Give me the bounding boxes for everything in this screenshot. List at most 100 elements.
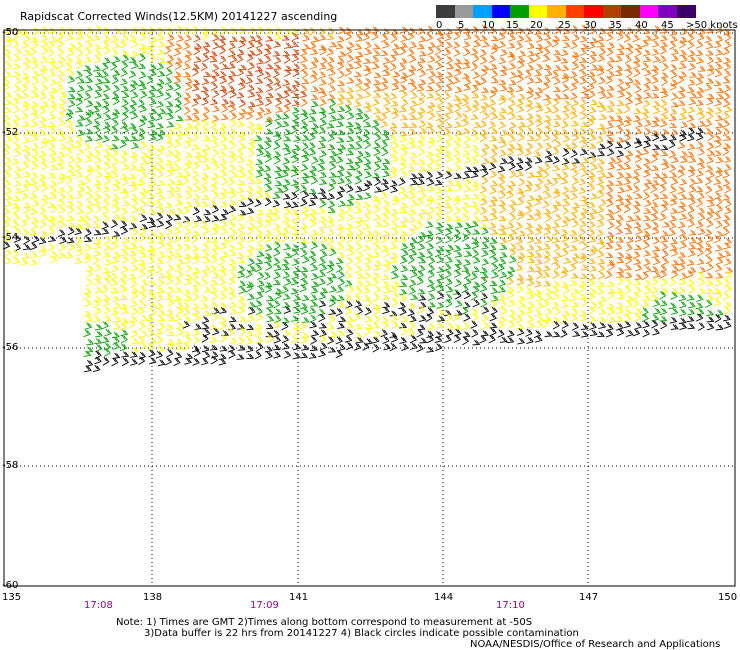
wind-barb (481, 330, 489, 337)
wind-barb (526, 292, 535, 300)
wind-barb (696, 86, 705, 93)
wind-barb (561, 157, 570, 166)
wind-barb (418, 35, 427, 43)
wind-barb (165, 254, 173, 264)
wind-barb (30, 36, 39, 43)
wind-barb (146, 288, 155, 295)
wind-barb (272, 222, 281, 231)
wind-barb (275, 186, 284, 193)
wind-barb (443, 149, 452, 157)
wind-barb (697, 147, 705, 156)
wind-barb (410, 179, 419, 186)
wind-barb (543, 93, 551, 101)
wind-barb (238, 201, 247, 208)
wind-barb (686, 213, 695, 222)
wind-barb (579, 252, 588, 260)
wind-barb (12, 135, 20, 144)
wind-barb (283, 329, 292, 337)
wind-barb (67, 221, 76, 228)
wind-barb (318, 257, 326, 266)
wind-barb (581, 297, 588, 307)
wind-barb (614, 70, 623, 77)
wind-barb (425, 234, 433, 244)
wind-barb (382, 336, 390, 344)
wind-barb (544, 213, 552, 223)
wind-barb (553, 64, 562, 72)
wind-barb (156, 345, 165, 352)
wind-barb (346, 199, 354, 206)
wind-barb (265, 262, 273, 271)
wind-barb (641, 112, 650, 120)
wind-barb (668, 163, 677, 173)
wind-barb (624, 252, 633, 259)
wind-barb (104, 171, 113, 178)
wind-barb (696, 271, 705, 280)
wind-barb (425, 230, 434, 237)
wind-barb (212, 162, 220, 171)
wind-barb (707, 200, 715, 208)
wind-barb (669, 108, 678, 115)
wind-barb (265, 92, 274, 99)
wind-barb (623, 163, 632, 170)
wind-barb (686, 151, 695, 158)
wind-barb (290, 278, 299, 286)
wind-barb (723, 314, 731, 322)
wind-barb (401, 122, 410, 129)
wind-barb (722, 127, 730, 137)
wind-barb (715, 272, 724, 279)
wind-barb (425, 164, 434, 173)
wind-barb (598, 171, 607, 178)
wind-barb (193, 199, 201, 209)
wind-barb (570, 185, 578, 193)
wind-barb (536, 315, 545, 322)
wind-barb (607, 70, 615, 79)
wind-barb (104, 328, 112, 337)
wind-barb (688, 122, 697, 129)
wind-barb (614, 55, 623, 63)
wind-barb (139, 214, 148, 223)
wind-barb (660, 236, 669, 243)
wind-barb (67, 86, 76, 93)
wind-barb (165, 243, 174, 251)
wind-barb (597, 183, 605, 193)
wind-barb (301, 177, 310, 185)
wind-barb (299, 90, 308, 98)
wind-barb (92, 222, 101, 229)
wind-barb (688, 285, 696, 294)
wind-barb (328, 68, 336, 77)
longitude-label: 147 (579, 592, 599, 603)
wind-barb (237, 223, 246, 230)
wind-barb (12, 213, 21, 222)
wind-barb (714, 244, 723, 252)
wind-barb (471, 180, 480, 187)
legend-swatch (584, 5, 603, 18)
wind-barb (588, 258, 596, 265)
wind-barb (327, 143, 336, 151)
wind-barb (624, 278, 632, 288)
wind-barb (85, 76, 93, 84)
wind-barb (318, 63, 327, 70)
wind-barb (137, 133, 145, 142)
wind-barb (453, 195, 462, 202)
wind-barb (148, 63, 157, 71)
wind-barb (22, 136, 31, 144)
wind-barb (625, 300, 633, 309)
wind-barb (670, 207, 679, 214)
wind-barb (263, 150, 272, 157)
wind-barb (67, 75, 76, 84)
wind-barb (301, 294, 310, 302)
wind-barb (149, 36, 158, 43)
wind-barb (688, 178, 697, 187)
wind-barb (471, 329, 479, 338)
wind-barb (347, 164, 356, 171)
wind-barb (526, 76, 535, 85)
wind-barb (156, 90, 164, 98)
wind-barb (255, 170, 263, 178)
wind-barb (427, 178, 435, 187)
wind-barb (218, 277, 226, 286)
wind-barb (337, 105, 346, 113)
wind-barb (443, 127, 451, 136)
wind-barb (311, 281, 320, 288)
wind-barb (102, 77, 111, 84)
wind-barb (103, 192, 111, 201)
